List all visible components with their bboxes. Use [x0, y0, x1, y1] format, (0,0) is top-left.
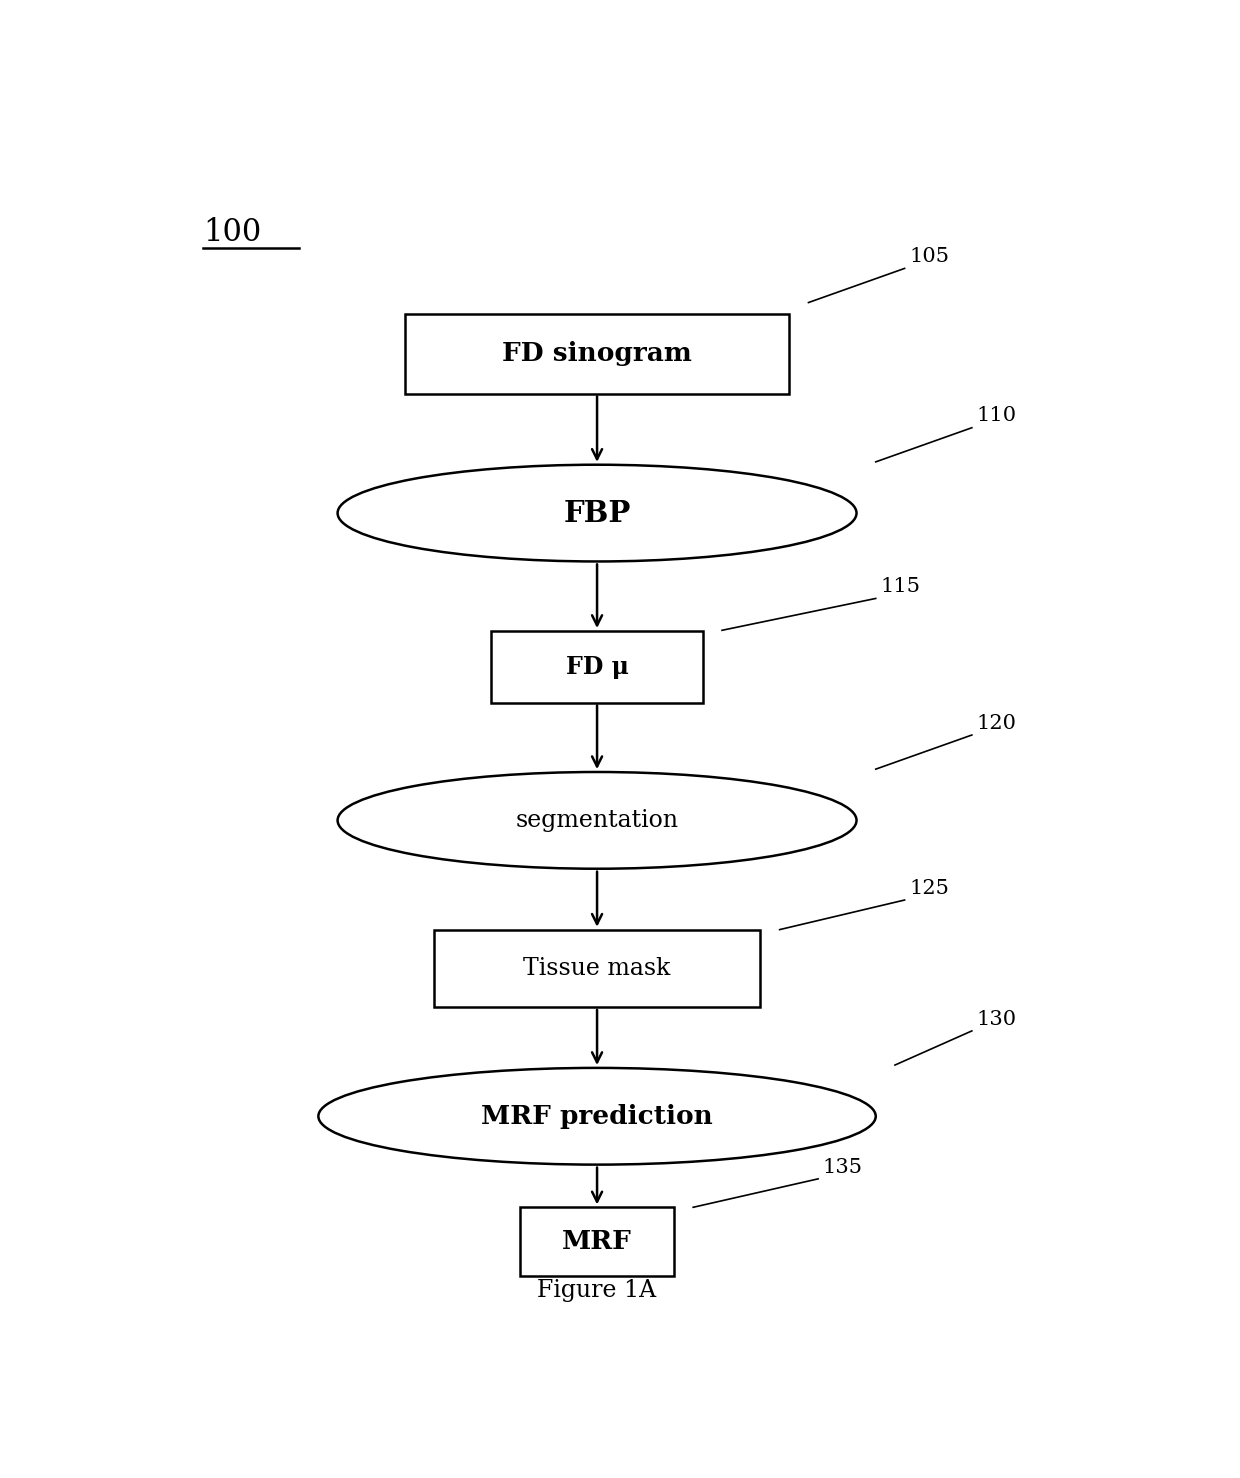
Text: FBP: FBP: [563, 498, 631, 528]
Text: FD sinogram: FD sinogram: [502, 341, 692, 367]
Text: 100: 100: [203, 217, 262, 248]
Ellipse shape: [319, 1069, 875, 1165]
Text: 120: 120: [977, 714, 1017, 733]
Text: 110: 110: [977, 406, 1017, 426]
FancyBboxPatch shape: [434, 930, 760, 1007]
Text: 130: 130: [977, 1009, 1017, 1029]
FancyBboxPatch shape: [521, 1208, 675, 1276]
Text: segmentation: segmentation: [516, 808, 678, 832]
Text: Figure 1A: Figure 1A: [537, 1278, 657, 1302]
Ellipse shape: [337, 464, 857, 562]
Text: 115: 115: [880, 578, 920, 596]
Text: 105: 105: [909, 247, 950, 266]
FancyBboxPatch shape: [404, 313, 789, 393]
Text: 125: 125: [909, 879, 950, 897]
Ellipse shape: [337, 772, 857, 869]
Text: MRF prediction: MRF prediction: [481, 1104, 713, 1129]
Text: 135: 135: [823, 1157, 863, 1176]
FancyBboxPatch shape: [491, 631, 703, 702]
Text: Tissue mask: Tissue mask: [523, 956, 671, 980]
Text: MRF: MRF: [562, 1228, 632, 1253]
Text: FD μ: FD μ: [565, 655, 629, 678]
